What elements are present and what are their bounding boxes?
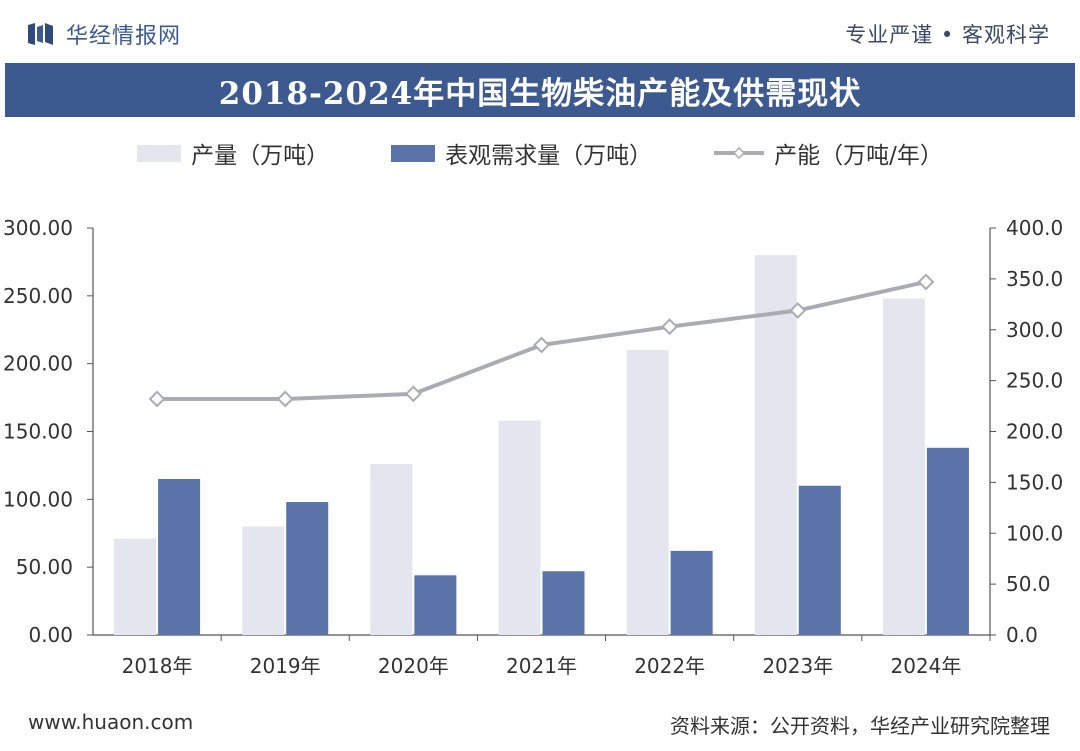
legend-label-capacity: 产能（万吨/年） bbox=[774, 143, 943, 169]
x-tick-label: 2024年 bbox=[890, 654, 961, 678]
capacity-point bbox=[276, 390, 294, 408]
bar-demand bbox=[542, 571, 585, 635]
capacity-point bbox=[789, 302, 807, 319]
slogan: 专业严谨 • 客观科学 bbox=[845, 23, 1050, 47]
x-tick-label: 2023年 bbox=[762, 654, 833, 678]
y-left-tick-label: 250.00 bbox=[3, 284, 73, 308]
capacity-point bbox=[404, 385, 422, 403]
bar-production bbox=[370, 464, 413, 635]
bar-demand bbox=[798, 485, 841, 635]
y-right-tick-label: 50.0 bbox=[1006, 572, 1051, 596]
legend-item-capacity: 产能（万吨/年） bbox=[714, 136, 943, 170]
x-tick-label: 2018年 bbox=[122, 654, 193, 678]
bar-production bbox=[114, 538, 157, 635]
y-right-tick-label: 150.0 bbox=[1006, 470, 1063, 494]
bar-demand bbox=[414, 575, 457, 635]
capacity-point bbox=[917, 273, 935, 291]
capacity-point bbox=[533, 336, 550, 354]
y-right-tick-label: 400.0 bbox=[1006, 216, 1063, 240]
x-tick-label: 2019年 bbox=[250, 654, 321, 678]
y-right-tick-label: 300.0 bbox=[1006, 318, 1063, 342]
legend-item-production: 产量（万吨） bbox=[137, 136, 329, 170]
y-right-tick-label: 250.0 bbox=[1006, 369, 1063, 393]
brand[interactable]: 华经情报网 bbox=[28, 18, 181, 50]
legend-label-demand: 表观需求量（万吨） bbox=[445, 143, 653, 169]
y-left-tick-label: 50.00 bbox=[16, 555, 73, 579]
bar-production bbox=[882, 298, 925, 635]
chart-legend: 产量（万吨） 表观需求量（万吨） 产能（万吨/年） bbox=[0, 133, 1080, 173]
title-band: 2018-2024年中国生物柴油产能及供需现状 bbox=[5, 63, 1075, 117]
legend-label-production: 产量（万吨） bbox=[191, 143, 330, 169]
bar-production bbox=[754, 255, 797, 635]
x-tick-label: 2022年 bbox=[634, 654, 705, 678]
brand-logo-icon bbox=[28, 23, 53, 45]
bar-production bbox=[498, 420, 541, 635]
y-left-tick-label: 150.00 bbox=[3, 420, 73, 444]
y-right-tick-label: 100.0 bbox=[1006, 521, 1063, 545]
legend-swatch-demand bbox=[391, 144, 436, 162]
legend-item-demand: 表观需求量（万吨） bbox=[391, 136, 652, 170]
footer-website[interactable]: www.huaon.com bbox=[28, 710, 194, 734]
y-right-tick-label: 200.0 bbox=[1006, 420, 1063, 444]
y-right-tick-label: 350.0 bbox=[1006, 267, 1063, 291]
chart-plot: 0.00 50.00 100.00 150.00 200.00 250.00 300.00 0… bbox=[3, 216, 1063, 678]
bar-production bbox=[242, 526, 285, 635]
y-left-tick-label: 100.00 bbox=[3, 487, 73, 511]
brand-name: 华经情报网 bbox=[66, 24, 182, 49]
capacity-point bbox=[661, 318, 679, 336]
bar-production bbox=[626, 350, 669, 635]
legend-swatch-production bbox=[137, 144, 182, 162]
y-left-tick-label: 0.00 bbox=[28, 623, 73, 647]
x-tick-label: 2021年 bbox=[506, 654, 577, 678]
footer-source: 资料来源：公开资料，华经产业研究院整理 bbox=[670, 714, 1050, 738]
y-right-tick-label: 0.0 bbox=[1006, 623, 1038, 647]
y-left-tick-label: 300.00 bbox=[3, 216, 73, 240]
bar-demand bbox=[670, 550, 713, 635]
y-left-tick-label: 200.00 bbox=[3, 352, 73, 376]
bar-demand bbox=[926, 447, 969, 635]
x-tick-label: 2020年 bbox=[378, 654, 449, 678]
legend-swatch-capacity bbox=[714, 146, 765, 160]
bar-demand bbox=[286, 502, 329, 635]
header-bar: 华经情报网 专业严谨 • 客观科学 bbox=[0, 0, 1080, 62]
capacity-point bbox=[148, 390, 166, 408]
chart-title: 2018-2024年中国生物柴油产能及供需现状 bbox=[218, 75, 862, 112]
bar-demand bbox=[158, 478, 201, 635]
